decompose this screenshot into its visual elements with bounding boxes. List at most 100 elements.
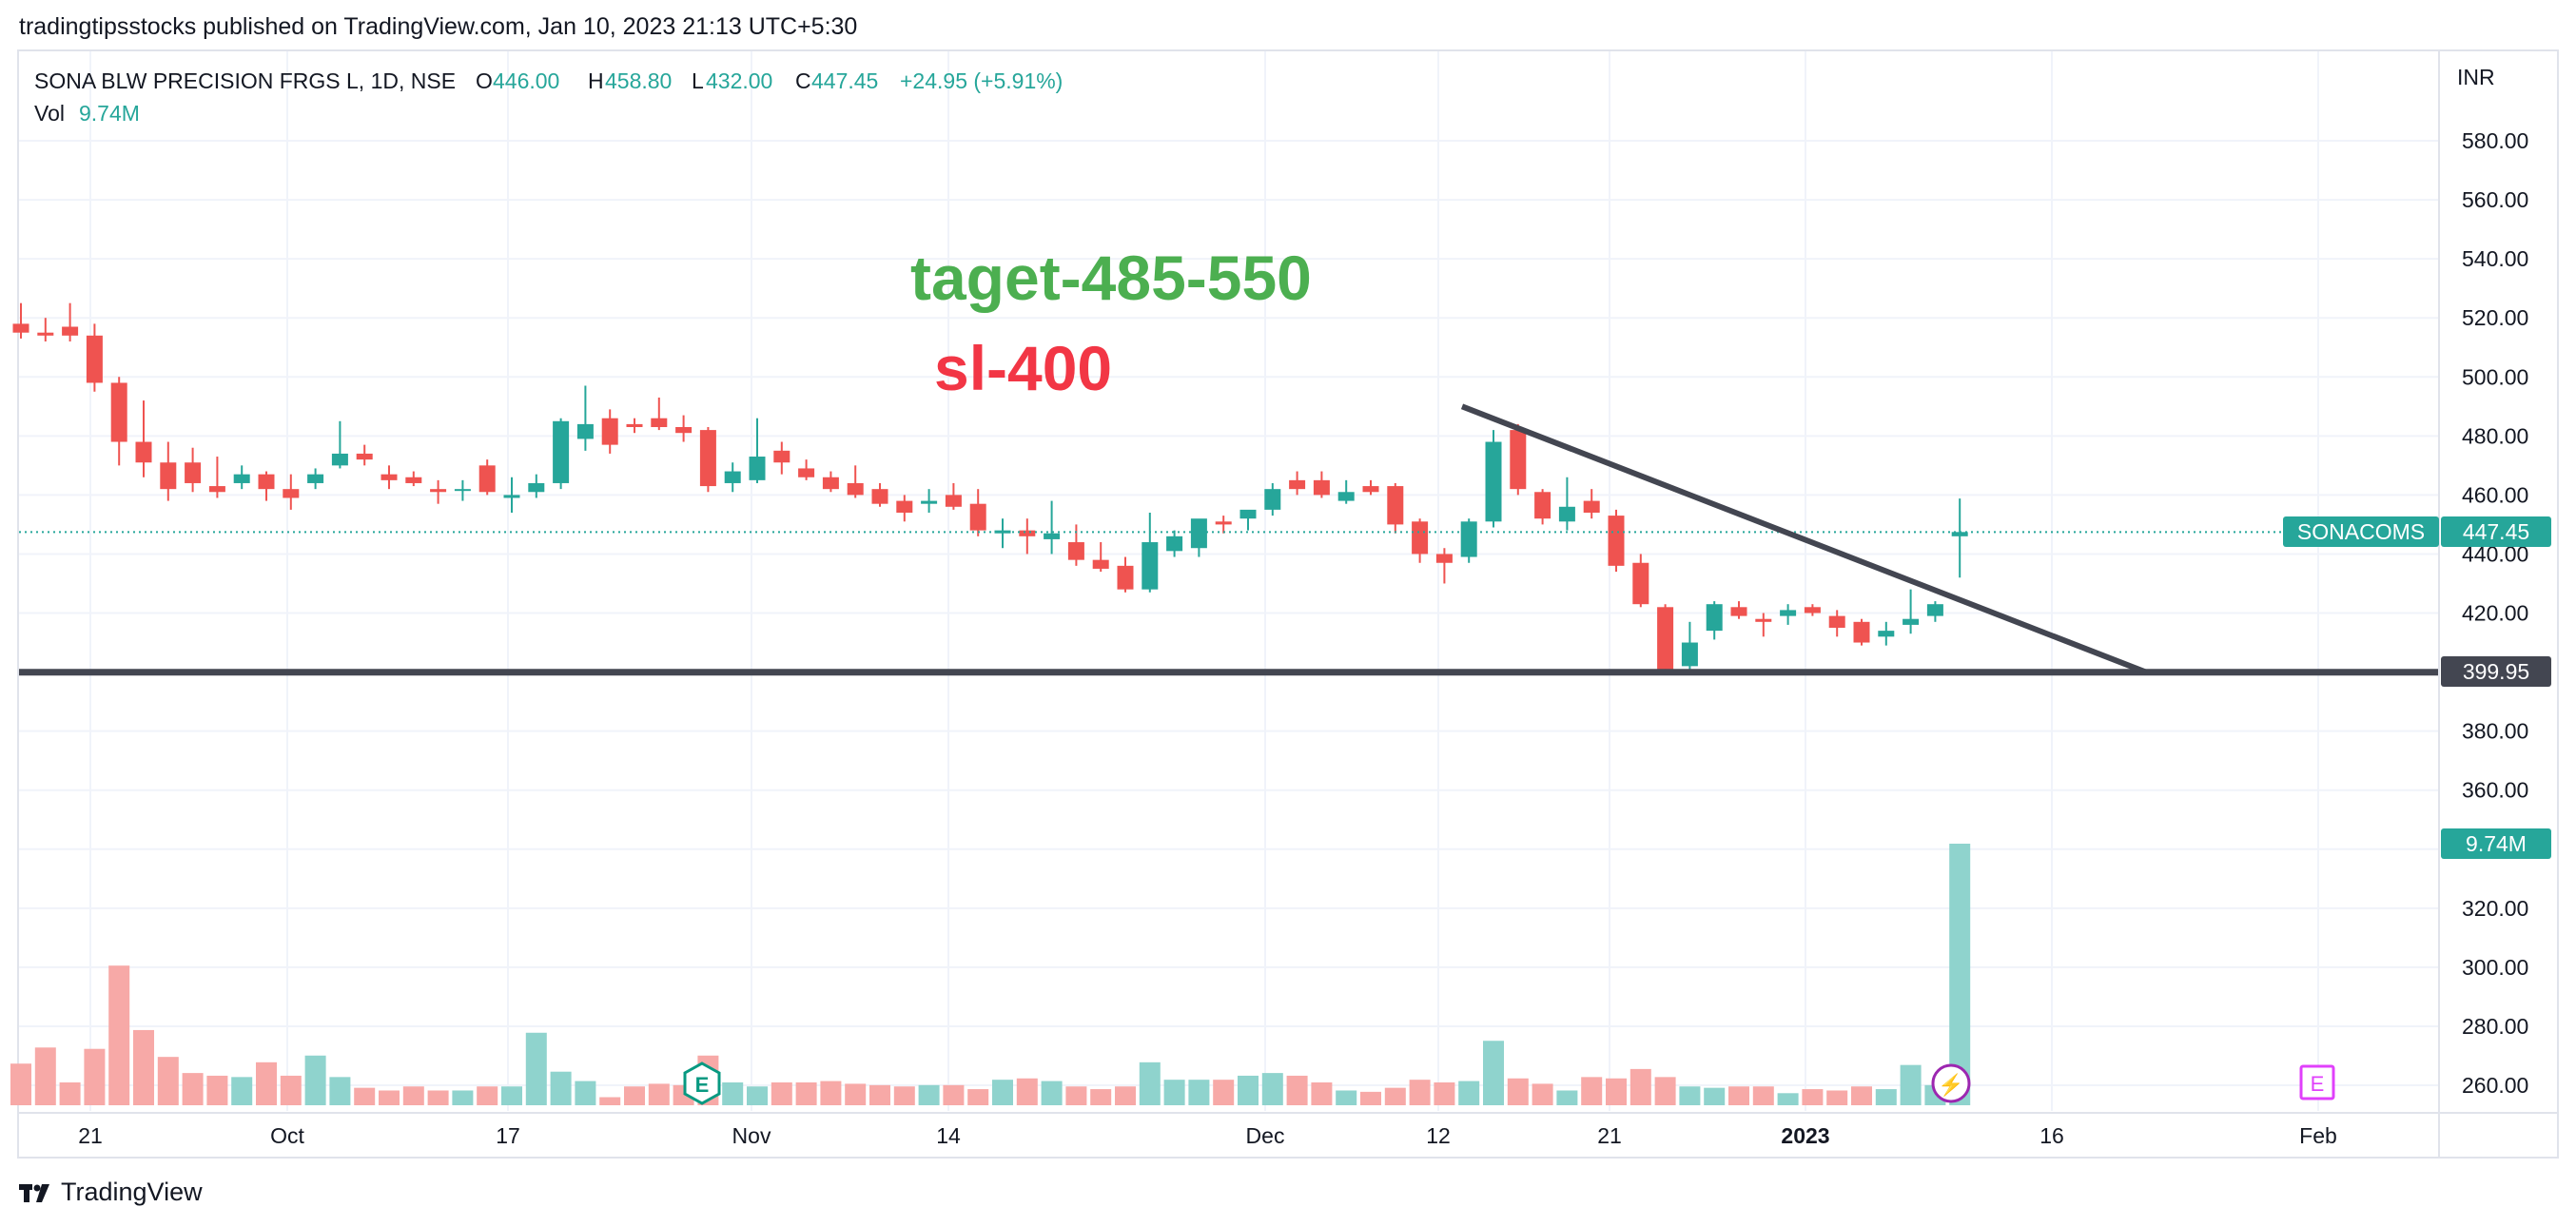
volume-bar xyxy=(1581,1077,1603,1105)
currency-label: INR xyxy=(2457,65,2495,89)
candle xyxy=(945,482,962,510)
volume-bar xyxy=(1286,1075,1308,1105)
volume-bar xyxy=(501,1086,522,1105)
volume-bar xyxy=(1016,1078,1038,1105)
svg-text:⚡: ⚡ xyxy=(1938,1073,1963,1098)
candle xyxy=(1780,604,1797,625)
stoploss-annotation: sl-400 xyxy=(934,333,1112,403)
time-tick-label: 2023 xyxy=(1781,1123,1829,1148)
candle xyxy=(1730,601,1747,619)
price-tick-label: 360.00 xyxy=(2462,778,2528,803)
volume-bar xyxy=(648,1083,670,1105)
candle xyxy=(356,444,373,466)
volume-bar xyxy=(1409,1080,1431,1105)
volume-bar xyxy=(1752,1086,1774,1105)
volume-bar xyxy=(1679,1086,1701,1105)
time-tick-label: 14 xyxy=(936,1123,961,1148)
candle xyxy=(454,479,471,501)
future-earnings-marker[interactable]: E xyxy=(2299,1064,2335,1100)
descending-trendline[interactable] xyxy=(1460,403,2148,675)
volume-bar xyxy=(1532,1083,1553,1105)
volume-bar xyxy=(1483,1041,1504,1105)
candle xyxy=(1632,554,1649,608)
volume-bar xyxy=(304,1055,326,1105)
volume-bar xyxy=(1065,1086,1087,1105)
volume-bar xyxy=(133,1029,154,1105)
volume-bar xyxy=(1041,1081,1063,1105)
price-tick-label: 280.00 xyxy=(2462,1014,2528,1039)
high-label: H xyxy=(588,68,604,93)
volume-bar xyxy=(34,1047,56,1105)
volume-bar xyxy=(918,1084,940,1105)
last-price-tag-bg xyxy=(2441,516,2551,547)
volume-bar xyxy=(1654,1077,1676,1105)
candle xyxy=(553,418,570,490)
volume-bar xyxy=(624,1086,645,1105)
candle xyxy=(1387,482,1404,534)
candle xyxy=(1706,601,1723,640)
candle xyxy=(822,471,839,493)
candle xyxy=(1289,471,1306,496)
volume-bar xyxy=(1238,1075,1259,1105)
volume-bar xyxy=(1311,1082,1333,1105)
candle xyxy=(1190,518,1207,557)
price-tick-label: 480.00 xyxy=(2462,423,2528,448)
high-value: 458.80 xyxy=(605,68,672,93)
volume-bar xyxy=(1090,1089,1112,1105)
candle xyxy=(185,447,202,493)
candle xyxy=(871,482,888,507)
overlay-lines xyxy=(19,403,2438,676)
candle xyxy=(773,441,790,475)
candle xyxy=(1067,524,1084,566)
symbol-tag: SONACOMS xyxy=(2297,519,2425,544)
time-tick-label: 12 xyxy=(1426,1123,1451,1148)
volume-bar xyxy=(1826,1090,1848,1105)
price-tick-label: 540.00 xyxy=(2462,246,2528,271)
candle xyxy=(405,471,422,487)
grid-lines xyxy=(19,51,2438,1111)
volume-bar xyxy=(280,1075,302,1105)
volume-bar xyxy=(329,1077,351,1105)
symbol-tag-bg xyxy=(2283,516,2439,547)
candle xyxy=(62,302,79,342)
candle xyxy=(478,459,496,496)
volume-bar xyxy=(402,1086,424,1105)
time-tick-label: Feb xyxy=(2299,1123,2337,1148)
candle xyxy=(307,468,324,490)
volume-bar xyxy=(1949,844,1971,1105)
candle xyxy=(160,441,177,501)
candle xyxy=(233,465,250,490)
volume-bar xyxy=(1900,1064,1922,1105)
candle xyxy=(626,418,643,434)
volume-bar xyxy=(1556,1090,1578,1105)
volume-bar xyxy=(1507,1078,1529,1105)
time-tick-label: 21 xyxy=(1597,1123,1622,1148)
target-annotation: taget-485-550 xyxy=(910,243,1312,313)
candle xyxy=(503,477,520,513)
candle xyxy=(576,385,594,451)
candle xyxy=(1853,618,1870,646)
candle xyxy=(1435,548,1453,584)
volume-value: 9.74M xyxy=(79,101,140,126)
volume-bar xyxy=(967,1089,989,1105)
tradingview-logo[interactable]: TradingView xyxy=(19,1178,203,1207)
candle xyxy=(1926,601,1943,622)
earnings-marker[interactable]: E xyxy=(683,1061,721,1105)
candle xyxy=(1951,498,1968,578)
close-value: 447.45 xyxy=(811,68,878,93)
volume-label: Vol xyxy=(34,101,65,126)
volume-bar xyxy=(943,1084,965,1105)
candle xyxy=(969,489,986,536)
candle xyxy=(283,474,300,510)
volume-bar xyxy=(379,1090,400,1105)
split-marker[interactable]: ⚡ xyxy=(1931,1063,1971,1103)
volume-bar xyxy=(427,1090,449,1105)
volume-tag: 9.74M xyxy=(2466,831,2527,856)
volume-bar xyxy=(1384,1087,1406,1105)
volume-bar xyxy=(1336,1090,1357,1105)
candle xyxy=(651,397,668,431)
volume-bar xyxy=(869,1084,890,1105)
volume-bar xyxy=(231,1077,253,1105)
candle xyxy=(37,318,54,342)
